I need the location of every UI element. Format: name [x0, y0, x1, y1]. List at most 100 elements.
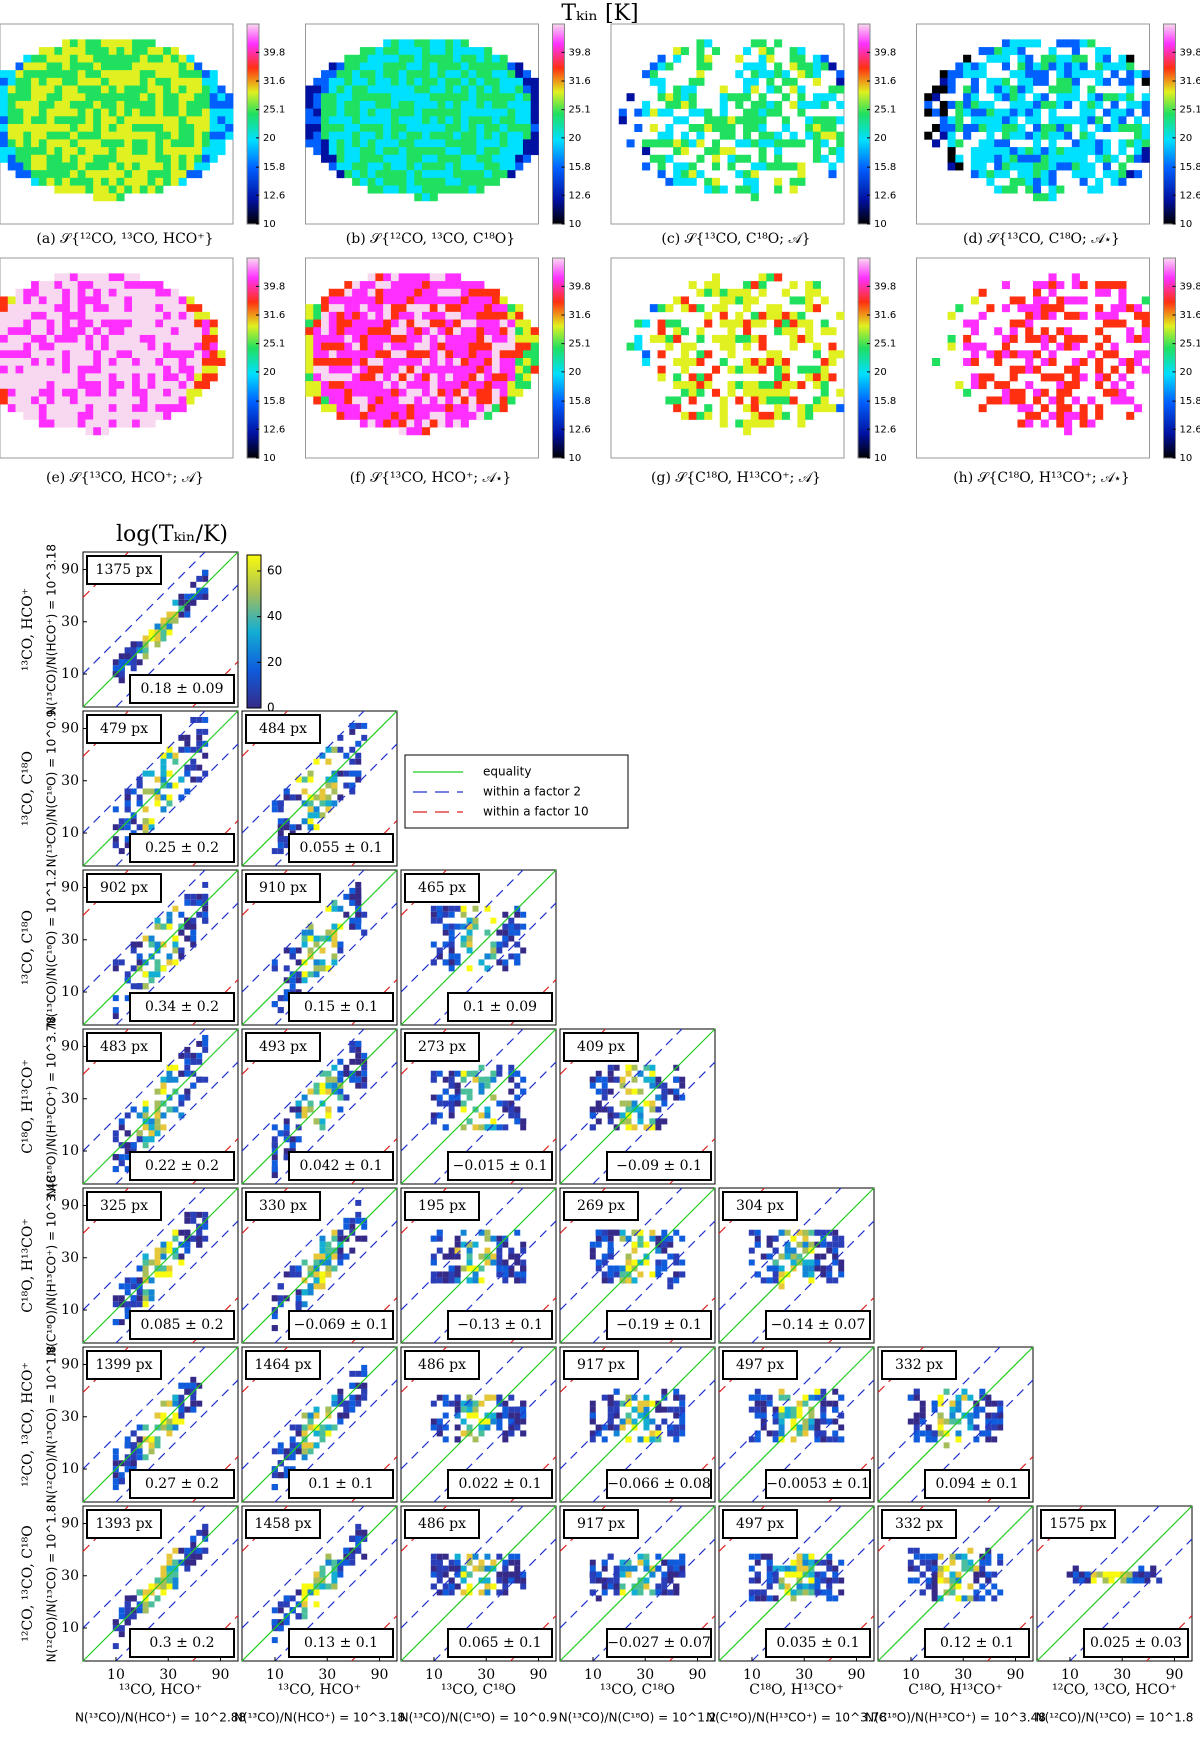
hist-cell — [118, 1283, 125, 1290]
hist-cell — [202, 569, 209, 576]
map-pixel — [367, 288, 376, 297]
hist-cell — [112, 1319, 119, 1326]
map-pixel — [217, 147, 226, 156]
map-pixel — [62, 162, 71, 171]
map-pixel — [680, 100, 689, 109]
map-pixel — [38, 100, 47, 109]
hist-cell — [448, 1277, 455, 1284]
map-pixel — [445, 177, 454, 186]
map-pixel — [1064, 154, 1073, 163]
hist-cell — [331, 935, 338, 942]
map-pixel — [437, 396, 446, 405]
map-pixel — [1017, 39, 1026, 48]
map-pixel — [398, 185, 407, 194]
map-pixel — [305, 365, 314, 374]
map-pixel — [735, 311, 744, 320]
map-pixel — [124, 170, 133, 179]
map-pixel — [217, 139, 226, 148]
map-pixel — [186, 388, 195, 397]
map-pixel — [108, 334, 117, 343]
map-pixel — [31, 365, 40, 374]
map-pixel — [46, 327, 55, 336]
map-pixel — [963, 62, 972, 71]
hist-cell — [496, 1247, 503, 1254]
map-pixel — [476, 288, 485, 297]
map-pixel — [468, 93, 477, 102]
map-pixel — [100, 281, 110, 290]
map-pixel — [209, 108, 218, 117]
hist-cell — [118, 1154, 125, 1161]
map-pixel — [7, 108, 16, 117]
reference-line — [82, 551, 206, 675]
hist-cell — [430, 1112, 437, 1119]
map-pixel — [453, 108, 462, 117]
map-pixel — [100, 404, 110, 413]
map-pixel — [209, 147, 218, 156]
map-pixel — [178, 177, 187, 186]
map-pixel — [155, 162, 164, 171]
map-pixel — [789, 342, 798, 351]
map-pixel — [69, 311, 78, 320]
map-pixel — [414, 193, 423, 202]
map-pixel — [178, 342, 187, 351]
hist-cell — [154, 1271, 161, 1278]
hist-cell — [613, 1229, 620, 1236]
map-pixel — [696, 70, 705, 79]
map-pixel — [414, 411, 423, 420]
map-pixel — [460, 177, 469, 186]
hist-cell — [160, 923, 167, 930]
map-pixel — [225, 100, 234, 109]
hist-cell — [319, 1082, 326, 1089]
map-pixel — [970, 62, 979, 71]
hist-cell — [289, 953, 296, 960]
map-pixel — [406, 358, 415, 366]
histogram — [112, 716, 209, 855]
map-pixel — [54, 334, 63, 343]
map-pixel — [491, 100, 500, 109]
map-pixel — [155, 365, 164, 374]
map-pixel — [0, 373, 9, 382]
colorbar-tick-label: 39.8 — [263, 47, 285, 58]
map-pixel — [812, 54, 821, 63]
map-pixel — [491, 162, 500, 171]
map-pixel — [828, 62, 837, 71]
map-pixel — [820, 139, 829, 148]
hist-cell — [514, 1106, 521, 1113]
map-pixel — [139, 170, 148, 179]
map-pixel — [155, 54, 164, 63]
hist-cell — [466, 923, 473, 930]
hist-cell — [607, 1106, 614, 1113]
map-pixel — [743, 296, 752, 305]
histogram — [748, 1229, 845, 1290]
map-pixel — [383, 108, 392, 117]
hist-cell — [301, 1106, 308, 1113]
hist-cell — [514, 1229, 521, 1236]
hist-cell — [148, 824, 155, 831]
map-pixel — [460, 396, 469, 405]
hist-cell — [142, 818, 149, 825]
hist-cell — [430, 1118, 437, 1125]
map-pixel — [31, 131, 40, 140]
map-pixel — [789, 311, 798, 320]
map-pixel — [820, 404, 829, 413]
map-pixel — [93, 70, 102, 79]
hist-cell — [307, 1088, 314, 1095]
map-pixel — [468, 304, 477, 313]
hist-cell — [166, 752, 173, 759]
map-pixel — [77, 62, 86, 71]
map-pixel — [750, 411, 759, 420]
map-pixel — [445, 365, 454, 374]
map-pixel — [108, 139, 117, 148]
map-pixel — [719, 296, 728, 305]
map-pixel — [108, 319, 117, 328]
hist-cell — [442, 905, 449, 912]
hist-cell — [472, 923, 479, 930]
stat-label: 0.34 ± 0.2 — [145, 999, 219, 1015]
map-pixel — [688, 124, 697, 132]
map-pixel — [155, 342, 164, 351]
hist-cell — [637, 1070, 644, 1077]
map-pixel — [978, 116, 987, 125]
stat-box — [129, 833, 235, 863]
hist-cell — [166, 1076, 173, 1083]
map-pixel — [116, 193, 125, 202]
